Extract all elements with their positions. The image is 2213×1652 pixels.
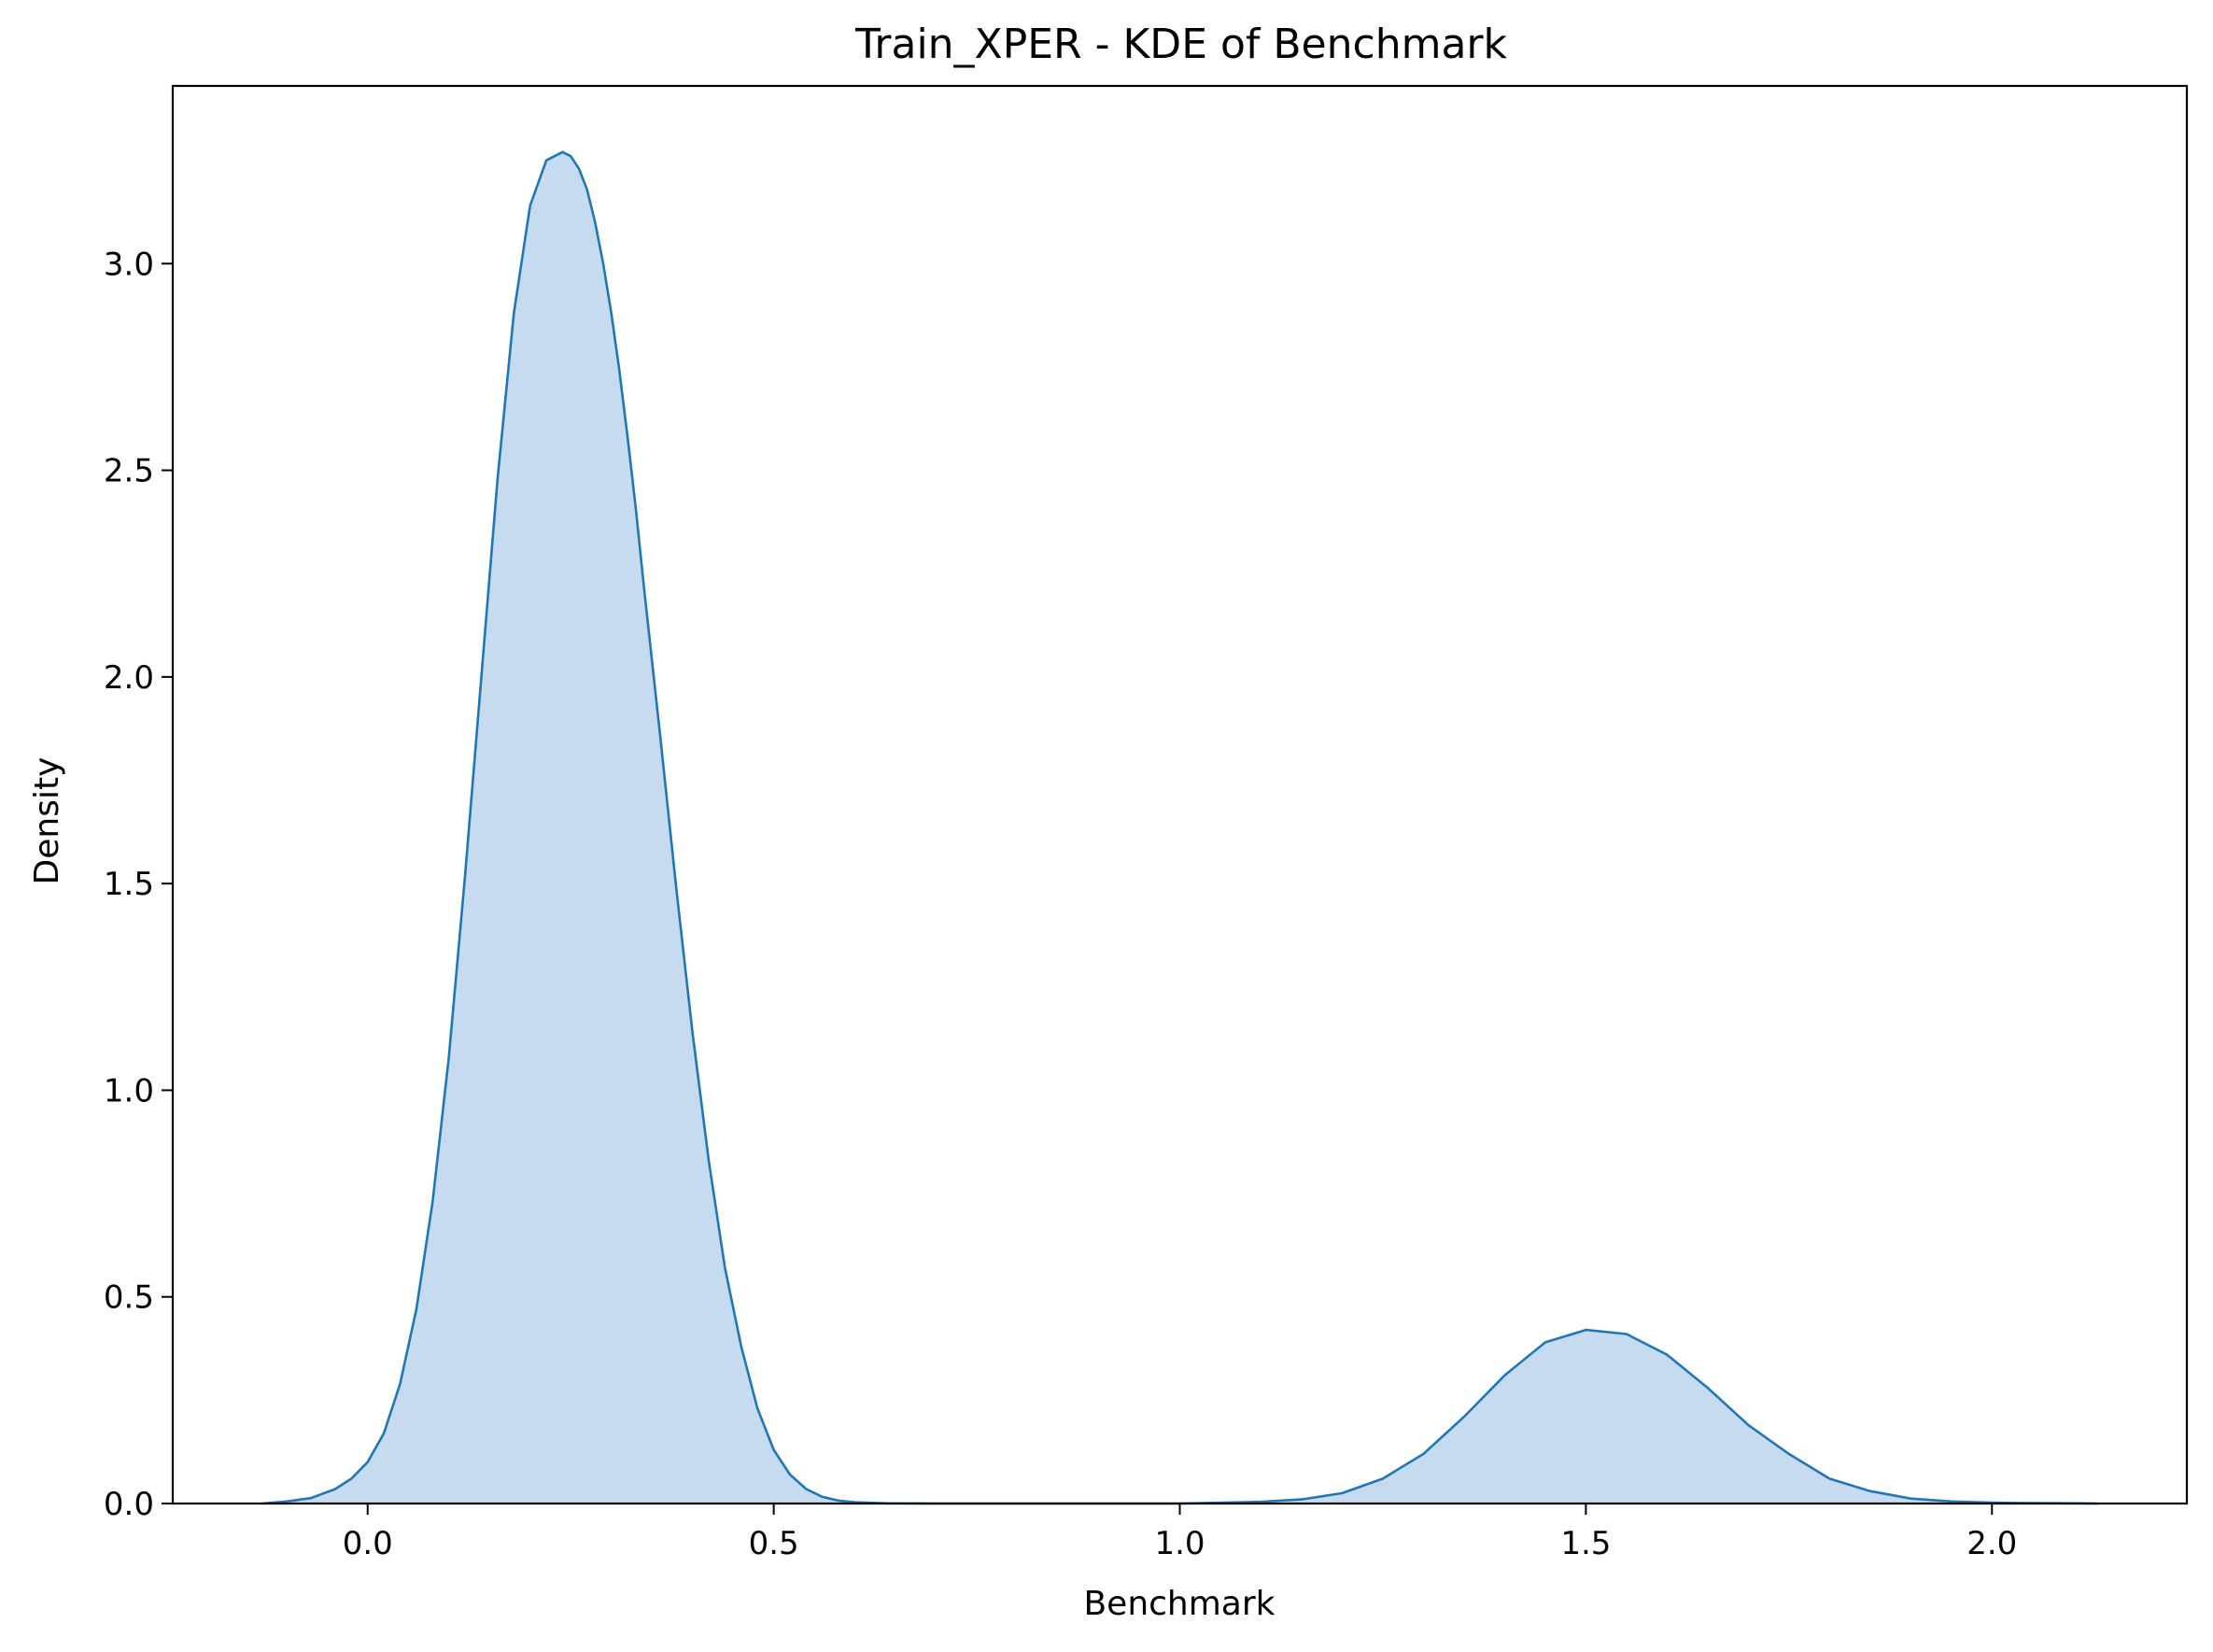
kde-line [261, 150, 2098, 1505]
x-tick-label: 1.0 [1154, 1525, 1205, 1562]
x-axis-title: Benchmark [1083, 1585, 1275, 1623]
kde-fill-area [261, 151, 2098, 1504]
y-axis: 0.0 0.5 1.0 1.5 2.0 2.5 3.0 [104, 246, 173, 1523]
y-tick-label: 0.0 [104, 1486, 154, 1523]
chart-title: Train_XPER - KDE of Benchmark [854, 21, 1508, 68]
x-tick-label: 0.0 [343, 1525, 393, 1562]
x-tick-label: 0.5 [749, 1525, 799, 1562]
x-axis: 0.0 0.5 1.0 1.5 2.0 [343, 1504, 2017, 1562]
y-tick-label: 3.0 [104, 246, 154, 283]
y-tick-label: 1.0 [104, 1072, 154, 1109]
y-tick-label: 1.5 [104, 866, 154, 903]
y-tick-label: 2.5 [104, 453, 154, 490]
x-tick-label: 2.0 [1966, 1525, 2017, 1562]
x-tick-label: 1.5 [1560, 1525, 1611, 1562]
y-axis-title: Density [28, 757, 66, 885]
plot-area [261, 150, 2098, 1505]
y-tick-label: 2.0 [104, 659, 154, 697]
y-tick-label: 0.5 [104, 1279, 154, 1317]
